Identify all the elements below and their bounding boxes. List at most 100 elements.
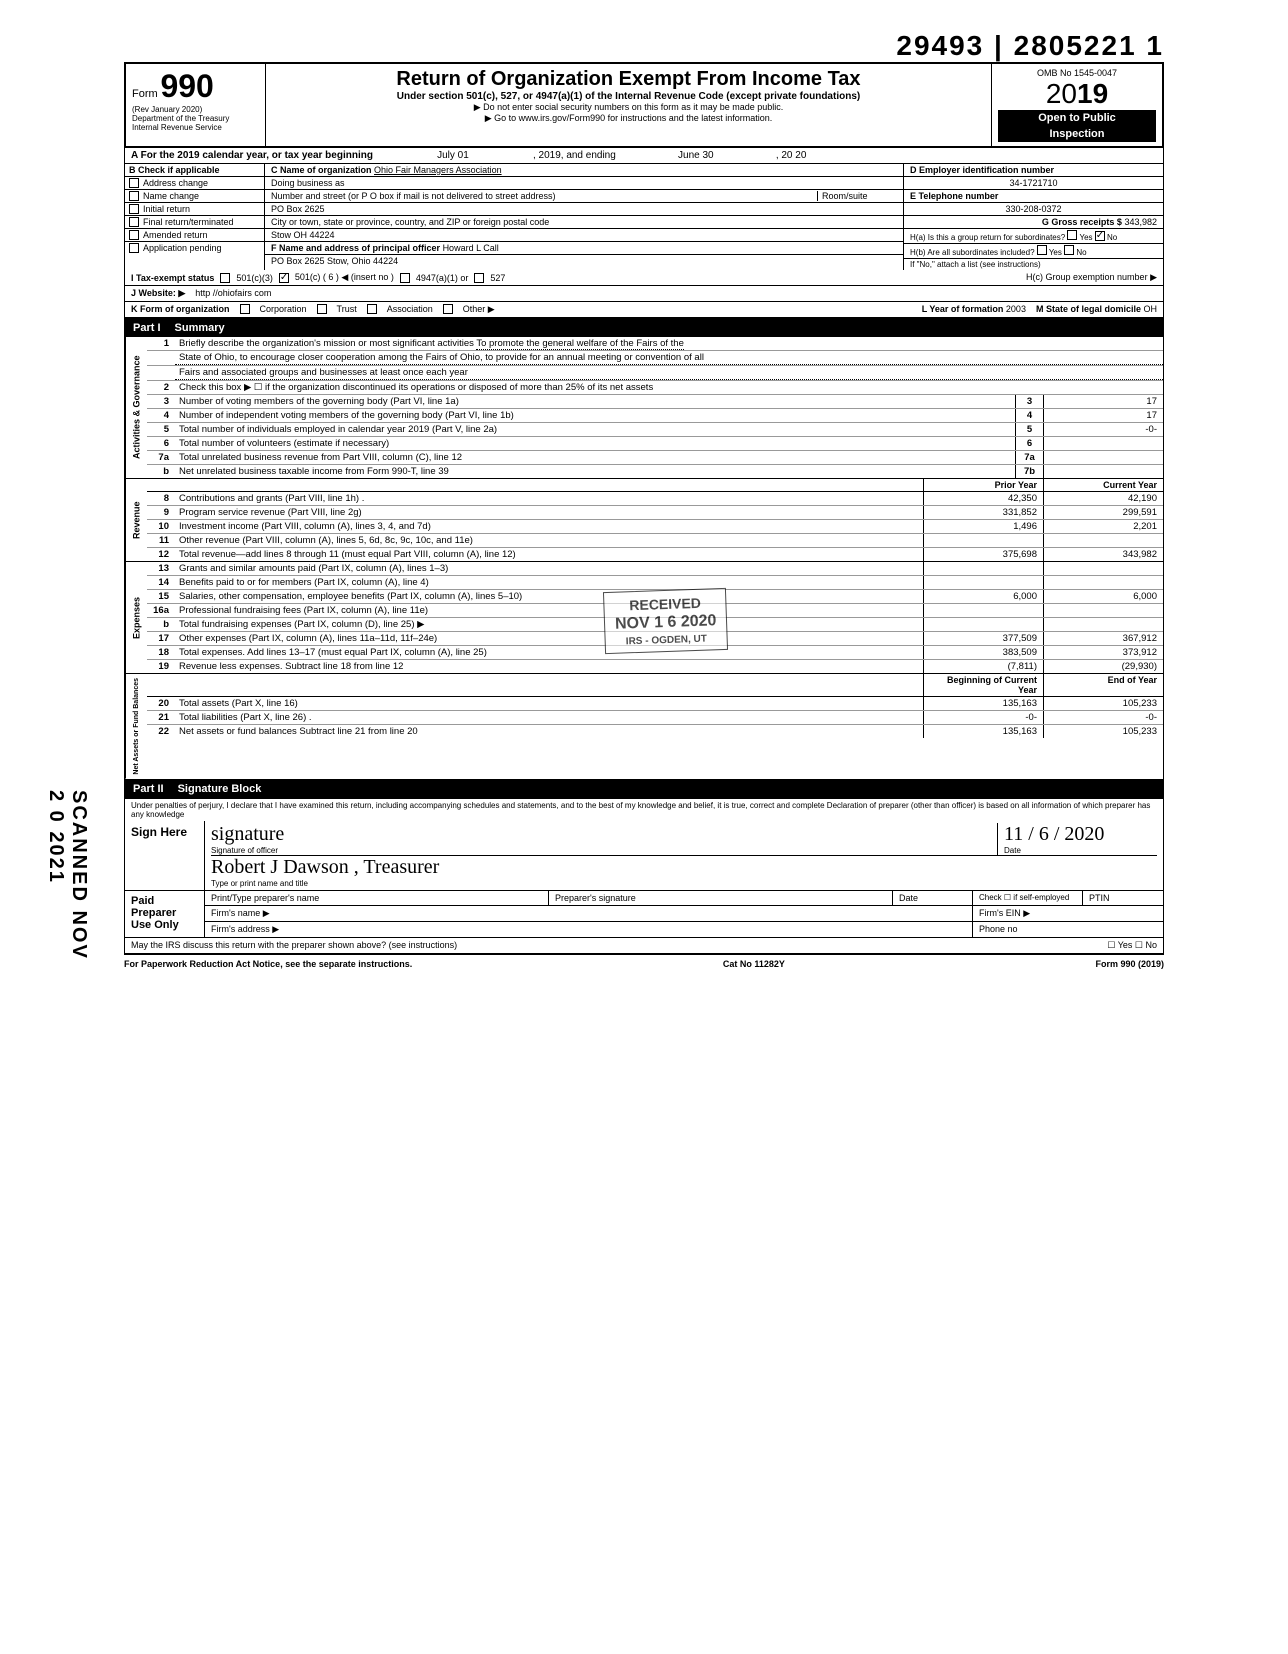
summary-line-21: 21Total liabilities (Part X, line 26) .-… — [147, 711, 1163, 725]
tab-net-assets: Net Assets or Fund Balances — [125, 674, 147, 779]
summary-line-4: 4Number of independent voting members of… — [147, 409, 1163, 423]
summary-line-15: 15Salaries, other compensation, employee… — [147, 590, 1163, 604]
hc-label: H(c) Group exemption number ▶ — [1026, 272, 1157, 283]
col-beginning-year: Beginning of Current Year — [923, 674, 1043, 696]
hb-note: If "No," attach a list (see instructions… — [903, 259, 1163, 270]
city-label: City or town, state or province, country… — [265, 216, 903, 229]
url-instructions: ▶ Go to www.irs.gov/Form990 for instruct… — [272, 113, 985, 124]
tab-governance: Activities & Governance — [125, 337, 147, 478]
tax-year-end: June 30 — [616, 150, 776, 161]
part-i-title: Summary — [175, 322, 225, 334]
open-to-public-2: Inspection — [998, 126, 1156, 142]
check-name-change[interactable]: Name change — [125, 190, 264, 203]
catalog-number: Cat No 11282Y — [723, 959, 785, 969]
c-name-label: C Name of organization — [271, 165, 372, 175]
col-end-year: End of Year — [1043, 674, 1163, 696]
row-a-label: A For the 2019 calendar year, or tax yea… — [131, 150, 373, 161]
preparer-date-label: Date — [893, 891, 973, 905]
check-assoc[interactable] — [367, 304, 377, 314]
firm-addr-label: Firm's address ▶ — [205, 922, 973, 937]
dept-treasury: Department of the Treasury — [132, 114, 259, 123]
ein-value: 34-1721710 — [903, 177, 1163, 190]
summary-line-7a: 7aTotal unrelated business revenue from … — [147, 451, 1163, 465]
sig-date-label: Date — [1004, 846, 1157, 855]
summary-line-20: 20Total assets (Part X, line 16)135,1631… — [147, 697, 1163, 711]
form-title: Return of Organization Exempt From Incom… — [272, 68, 985, 91]
omb-number: OMB No 1545-0047 — [998, 68, 1156, 78]
may-discuss-yesno[interactable]: ☐ Yes ☐ No — [1107, 940, 1157, 951]
check-address-change[interactable]: Address change — [125, 177, 264, 190]
g-gross-label: G Gross receipts $ — [1042, 217, 1122, 227]
col-current-year: Current Year — [1043, 479, 1163, 491]
org-name: Ohio Fair Managers Association — [374, 165, 502, 175]
irs-label: Internal Revenue Service — [132, 123, 259, 132]
street-label: Number and street (or P O box if mail is… — [271, 191, 817, 201]
paperwork-notice: For Paperwork Reduction Act Notice, see … — [124, 959, 412, 969]
mission-text-3: Fairs and associated groups and business… — [175, 366, 1163, 380]
principal-officer-addr: PO Box 2625 Stow, Ohio 44224 — [265, 255, 903, 267]
col-b-header: B Check if applicable — [125, 164, 264, 177]
j-label: J Website: ▶ — [131, 288, 185, 299]
part-ii-title: Signature Block — [178, 783, 262, 795]
row-a-mid: , 2019, and ending — [533, 150, 616, 161]
year-formation: 2003 — [1006, 304, 1026, 314]
form-subtitle: Under section 501(c), 527, or 4947(a)(1)… — [272, 91, 985, 102]
summary-line-8: 8Contributions and grants (Part VIII, li… — [147, 492, 1163, 506]
paid-preparer-label: Paid Preparer Use Only — [125, 891, 205, 937]
tab-revenue: Revenue — [125, 479, 147, 561]
gross-receipts: 343,982 — [1124, 217, 1157, 227]
tax-year: 19 — [1077, 78, 1108, 109]
check-other[interactable] — [443, 304, 453, 314]
row-k-form-org: K Form of organization Corporation Trust… — [124, 302, 1164, 319]
street-address: PO Box 2625 — [265, 203, 903, 216]
l-label: L Year of formation — [922, 304, 1004, 314]
entity-info-block: B Check if applicable Address change Nam… — [124, 164, 1164, 270]
mission-text-1: To promote the general welfare of the Fa… — [476, 338, 684, 350]
check-501c3[interactable] — [220, 273, 230, 283]
check-application-pending[interactable]: Application pending — [125, 242, 264, 254]
summary-line-10: 10Investment income (Part VIII, column (… — [147, 520, 1163, 534]
typed-name-value: Robert J Dawson , Treasurer — [211, 856, 1157, 879]
summary-line-11: 11Other revenue (Part VIII, column (A), … — [147, 534, 1163, 548]
check-4947[interactable] — [400, 273, 410, 283]
check-final-return[interactable]: Final return/terminated — [125, 216, 264, 229]
row-a-tail: , 20 20 — [776, 150, 807, 161]
check-corp[interactable] — [240, 304, 250, 314]
state-domicile: OH — [1144, 304, 1158, 314]
f-label: F Name and address of principal officer — [271, 243, 440, 253]
summary-line-17: 17Other expenses (Part IX, column (A), l… — [147, 632, 1163, 646]
room-suite-label: Room/suite — [817, 191, 897, 201]
sig-officer-label: Signature of officer — [211, 846, 997, 855]
line2-check: Check this box ▶ ☐ if the organization d… — [175, 381, 1163, 394]
part-i-tag: Part I — [133, 322, 161, 334]
check-trust[interactable] — [317, 304, 327, 314]
tax-year-begin: July 01 — [373, 150, 533, 161]
check-amended[interactable]: Amended return — [125, 229, 264, 242]
firm-ein-label: Firm's EIN ▶ — [973, 906, 1163, 921]
e-phone-label: E Telephone number — [903, 190, 1163, 203]
sig-date-value: 11 / 6 / 2020 — [1004, 823, 1157, 846]
summary-line-b: bNet unrelated business taxable income f… — [147, 465, 1163, 478]
check-initial-return[interactable]: Initial return — [125, 203, 264, 216]
firm-name-label: Firm's name ▶ — [205, 906, 973, 921]
signature-block: Under penalties of perjury, I declare th… — [124, 798, 1164, 955]
row-j-website: J Website: ▶ http //ohiofairs com — [124, 286, 1164, 302]
self-employed-check[interactable]: Check ☐ if self-employed — [973, 891, 1083, 905]
m-label: M State of legal domicile — [1036, 304, 1141, 314]
principal-officer: Howard L Call — [443, 243, 499, 253]
summary-line-22: 22Net assets or fund balances Subtract l… — [147, 725, 1163, 738]
summary-line-5: 5Total number of individuals employed in… — [147, 423, 1163, 437]
firm-phone-label: Phone no — [973, 922, 1163, 937]
form-number: 990 — [160, 68, 213, 104]
summary-line-16a: 16aProfessional fundraising fees (Part I… — [147, 604, 1163, 618]
mission-text-2: State of Ohio, to encourage closer coope… — [175, 351, 1163, 365]
check-527[interactable] — [474, 273, 484, 283]
check-501c[interactable] — [279, 273, 289, 283]
preparer-sig-label: Preparer's signature — [549, 891, 893, 905]
row-a-tax-year: A For the 2019 calendar year, or tax yea… — [124, 148, 1164, 164]
phone-value: 330-208-0372 — [903, 203, 1163, 216]
summary-line-6: 6Total number of volunteers (estimate if… — [147, 437, 1163, 451]
form-label: Form — [132, 88, 158, 100]
perjury-statement: Under penalties of perjury, I declare th… — [125, 799, 1163, 821]
part-ii-header: Part II Signature Block — [124, 780, 1164, 798]
